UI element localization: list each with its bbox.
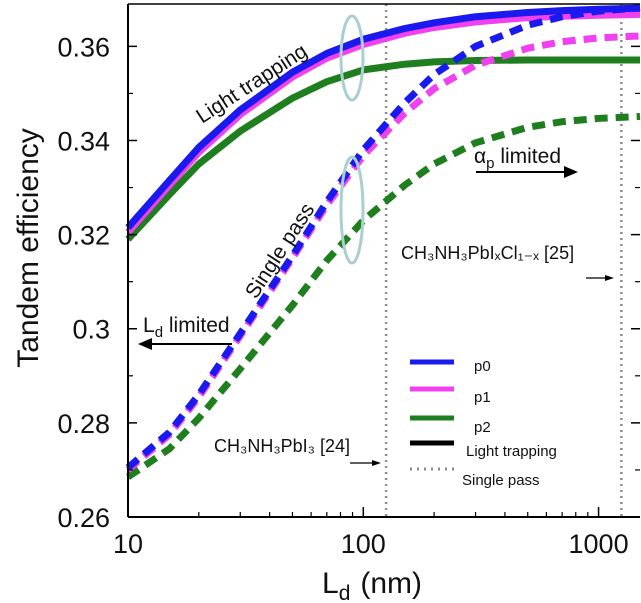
ticks: 0.26 0.28 0.3 0.32 0.34 0.36 10 100 1000 (57, 32, 640, 559)
x-axis-title-main: L (322, 567, 339, 600)
light-trapping-label: Light trapping (192, 40, 311, 129)
highlight-ellipses (339, 14, 365, 265)
y-tick-label: 0.36 (57, 32, 110, 62)
ref24-label: CH₃NH₃PbI₃ [24] (214, 436, 350, 456)
ld-main: L (143, 314, 155, 337)
alpha-p-limited-arrow (476, 166, 578, 178)
x-axis-title-sub: d (339, 582, 351, 603)
legend-label-p1: p1 (474, 389, 491, 406)
y-tick-label: 0.3 (72, 315, 110, 345)
ellipse-single-pass (339, 155, 365, 265)
x-axis-title-unit: (nm) (360, 567, 422, 600)
y-tick-label: 0.32 (57, 221, 110, 251)
series-line-p2-single-pass (126, 113, 641, 480)
alpha-p-main: α (474, 145, 486, 168)
x-tick-label: 10 (113, 529, 143, 559)
ld-sub: d (155, 324, 163, 341)
legend-label-p2: p2 (474, 419, 491, 436)
legend-label-p0: p0 (474, 358, 491, 375)
legend-label-light-trapping: Light trapping (466, 443, 557, 460)
x-axis-title: Ld (nm) (322, 567, 422, 603)
ld-limited-label: Ld limited (143, 314, 230, 341)
series-line-p0-single-pass (125, 4, 641, 471)
ld-limited-arrow (138, 338, 232, 350)
y-tick-label: 0.26 (57, 503, 110, 533)
y-axis-title: Tandem efficiency (12, 128, 45, 368)
ref25-arrow (586, 275, 614, 281)
series-layer (125, 4, 641, 480)
alpha-p-limited-label: αp limited (474, 145, 561, 172)
series-line-p0-light-trapping (125, 4, 641, 230)
y-tick-label: 0.28 (57, 409, 110, 439)
reference-lines (384, 4, 623, 517)
x-tick-label: 1000 (569, 529, 629, 559)
ld-rest: limited (163, 314, 230, 337)
ref24-arrow (350, 460, 381, 466)
alpha-p-rest: limited (494, 145, 561, 168)
ref25-label: CH₃NH₃PbIₓCl₁₋ₓ [25] (401, 243, 574, 263)
x-tick-label: 100 (341, 529, 386, 559)
alpha-p-sub: p (486, 155, 494, 172)
series-line-p2-light-trapping (125, 56, 640, 242)
axes (127, 3, 640, 518)
y-tick-label: 0.34 (57, 126, 110, 156)
legend-label-single-pass: Single pass (462, 472, 540, 489)
ellipse-light-trapping (339, 14, 365, 102)
legend: p0 p1 p2 Light trapping Single pass (410, 358, 557, 489)
